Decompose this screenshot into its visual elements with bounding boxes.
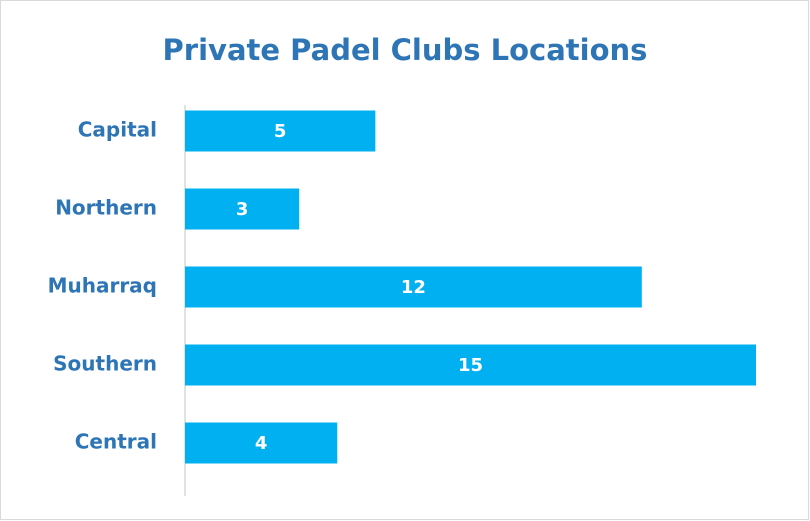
data-label: 3 xyxy=(236,199,249,220)
y-tick-label: Central xyxy=(75,430,157,454)
y-tick-label: Northern xyxy=(55,196,157,220)
bar xyxy=(185,422,338,464)
bar xyxy=(185,344,756,386)
chart-title: Private Padel Clubs Locations xyxy=(163,33,648,67)
data-label: 5 xyxy=(274,121,287,142)
bar xyxy=(185,110,376,152)
y-tick-label: Capital xyxy=(78,118,157,142)
data-label: 15 xyxy=(458,355,483,376)
data-label: 12 xyxy=(401,277,426,298)
data-label: 4 xyxy=(255,433,268,454)
y-tick-label: Southern xyxy=(53,352,157,376)
bar xyxy=(185,188,300,230)
y-tick-label: Muharraq xyxy=(48,274,157,298)
bar xyxy=(185,266,642,308)
